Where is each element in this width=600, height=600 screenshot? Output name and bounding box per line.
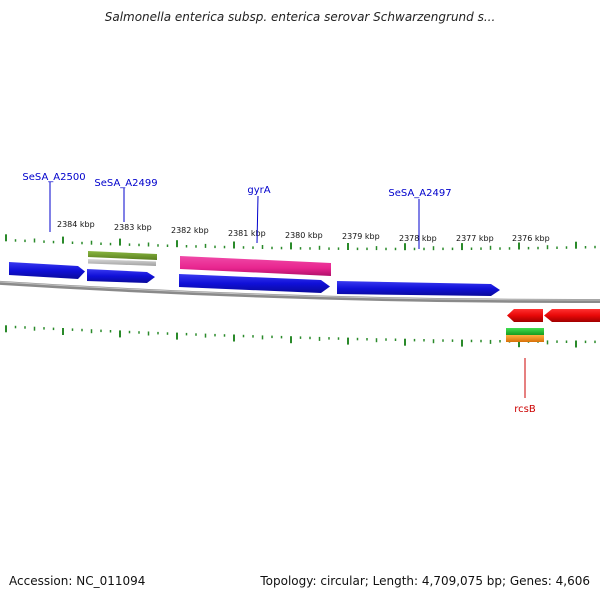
genome-backbone-highlight (0, 281, 600, 301)
gene-arrow-sesa-a2499[interactable] (87, 269, 155, 283)
gene-arrow-gyra[interactable] (179, 274, 330, 293)
green-feature[interactable] (88, 251, 157, 260)
ruler-label: 2379 kbp (342, 232, 380, 241)
ruler-label: 2377 kbp (456, 234, 494, 243)
gene-label-rcsb[interactable]: rcsB (514, 404, 536, 415)
gene-label-sesa-a2499[interactable]: SeSA_A2499 (94, 178, 157, 189)
ruler-label: 2380 kbp (285, 231, 323, 240)
ruler-label: 2381 kbp (228, 229, 266, 238)
gene-label-gyra[interactable]: gyrA (247, 185, 270, 196)
label-leader (256, 195, 259, 244)
orange-feature[interactable] (506, 335, 544, 342)
ruler-label: 2376 kbp (512, 234, 550, 243)
ruler-label: 2384 kbp (57, 220, 95, 229)
genome-summary-text: Topology: circular; Length: 4,709,075 bp… (260, 574, 590, 588)
ruler-labels: 2384 kbp 2383 kbp 2382 kbp 2381 kbp 2380… (57, 220, 550, 243)
grey-feature[interactable] (88, 259, 156, 266)
gene-arrow-sesa-a2497[interactable] (337, 281, 500, 296)
upper-scale-ticks (5, 234, 596, 251)
gene-arrow-rcsb[interactable] (507, 309, 543, 322)
map-title: Salmonella enterica subsp. enterica sero… (104, 10, 496, 24)
rna-feature[interactable] (180, 256, 331, 276)
accession-text: Accession: NC_011094 (9, 574, 146, 588)
gene-label-sesa-a2500[interactable]: SeSA_A2500 (22, 172, 85, 183)
gene-label-sesa-a2497[interactable]: SeSA_A2497 (388, 188, 451, 199)
green-bright-feature[interactable] (506, 328, 544, 335)
ruler-label: 2378 kbp (399, 234, 437, 243)
genome-backbone (0, 280, 600, 304)
ruler-label: 2383 kbp (114, 223, 152, 232)
gene-arrow-sesa-a2500[interactable] (9, 262, 85, 279)
gene-arrow-reverse-2[interactable] (544, 309, 600, 322)
ruler-label: 2382 kbp (171, 226, 209, 235)
